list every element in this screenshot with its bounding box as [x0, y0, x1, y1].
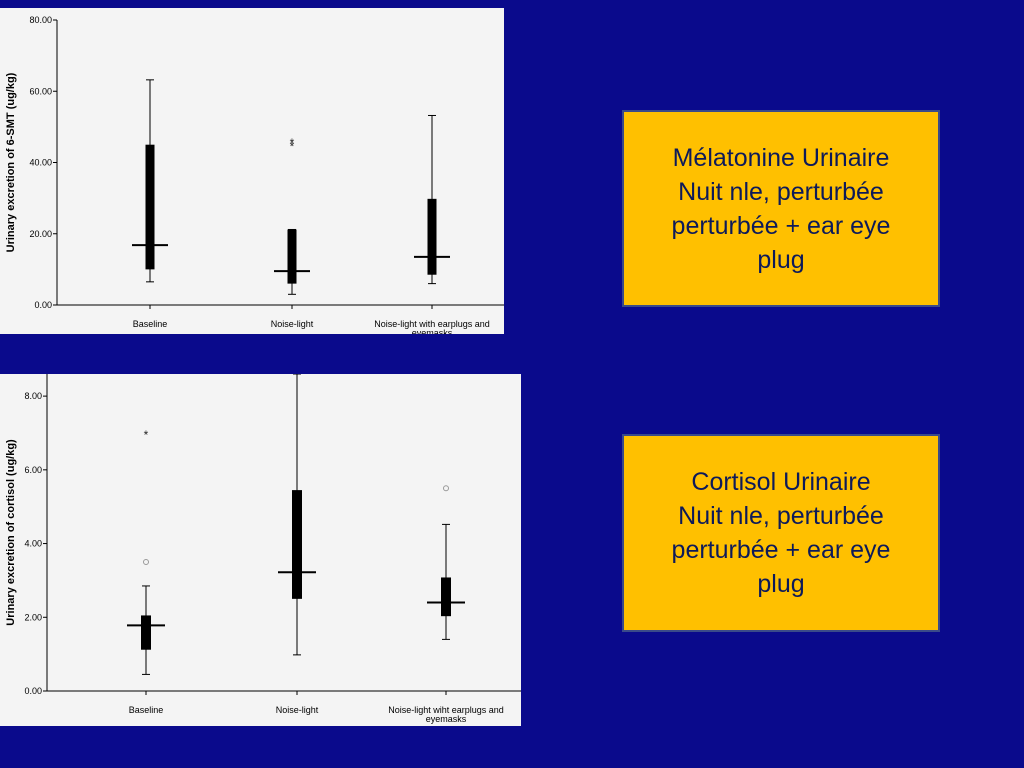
- x-category-label: Noise-light: [276, 705, 319, 715]
- y-tick-label: 20.00: [29, 229, 52, 239]
- extreme-point: *: [144, 428, 149, 442]
- y-tick-label: 0.00: [34, 300, 52, 310]
- y-tick-label: 40.00: [29, 158, 52, 168]
- x-category-label: Noise-light with earplugs and: [374, 319, 490, 329]
- x-category-label: Baseline: [133, 319, 168, 329]
- y-axis-label: Urinary excretion of 6-SMT (ug/kg): [5, 72, 17, 252]
- y-tick-label: 6.00: [24, 465, 42, 475]
- extreme-point: *: [290, 136, 295, 150]
- x-category-label: eyemasks: [426, 714, 467, 724]
- x-category-label: eyemasks: [412, 328, 453, 334]
- box-line: Mélatonine Urinaire: [672, 143, 890, 172]
- cortisol-chart-panel: 0.00 2.00 4.00 6.00 8.00 Urinary excretion of…: [0, 374, 521, 726]
- x-category-label: Noise-light wiht earplugs and: [388, 705, 504, 715]
- iqr-box: [141, 615, 151, 650]
- box-line: plug: [757, 570, 805, 598]
- x-category-label: Baseline: [129, 705, 164, 715]
- y-tick-label: 4.00: [24, 539, 42, 549]
- iqr-box: [292, 490, 302, 599]
- melatonin-chart-panel: 0.00 20.00 40.00 60.00 80.00 Urinary excretio…: [0, 8, 504, 334]
- box-line: perturbée + ear eye: [671, 536, 891, 564]
- iqr-box: [145, 144, 155, 270]
- extreme-point: *: [290, 139, 295, 153]
- y-tick-label: 80.00: [29, 15, 52, 25]
- outlier-point: [143, 558, 149, 565]
- y-tick-label: 2.00: [24, 612, 42, 622]
- melatonin-label-box: Mélatonine Urinaire Nuit nle, perturbée …: [622, 110, 940, 307]
- iqr-box: [441, 577, 451, 617]
- iqr-box: [287, 229, 297, 284]
- x-category-label: Noise-light: [271, 319, 314, 329]
- box-line: perturbée + ear eye: [671, 211, 891, 240]
- box-line: Cortisol Urinaire: [691, 468, 871, 496]
- y-tick-label: 8.00: [24, 391, 42, 401]
- y-tick-label: 60.00: [29, 86, 52, 96]
- cortisol-label-box: Cortisol Urinaire Nuit nle, perturbée pe…: [622, 434, 940, 632]
- iqr-box: [427, 198, 437, 275]
- box-line: plug: [757, 245, 805, 274]
- melatonin-boxplot: 0.00 20.00 40.00 60.00 80.00 Urinary excretio…: [5, 15, 504, 334]
- cortisol-boxplot: 0.00 2.00 4.00 6.00 8.00 Urinary excretion of…: [5, 374, 521, 724]
- outlier-point: [443, 485, 449, 492]
- y-tick-label: 0.00: [24, 686, 42, 696]
- box-line: Nuit nle, perturbée: [678, 177, 884, 206]
- y-axis-label: Urinary excretion of cortisol (ug/kg): [5, 439, 17, 626]
- box-line: Nuit nle, perturbée: [678, 502, 884, 530]
